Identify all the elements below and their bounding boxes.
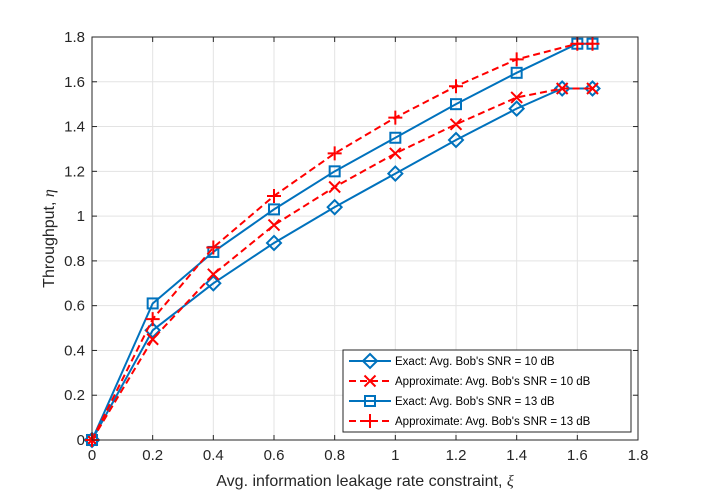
x-axis-symbol: ξ — [507, 473, 514, 490]
series-3-point — [389, 131, 402, 144]
series-2-point — [328, 180, 341, 194]
y-axis-label-text: Throughput, — [41, 197, 58, 288]
y-tick-label: 1.4 — [64, 119, 85, 136]
x-tick-label: 1.6 — [567, 447, 588, 464]
legend-entry-2: Approximate: Avg. Bob's SNR = 10 dB — [349, 374, 591, 388]
x-tick-label: 0.2 — [142, 447, 163, 464]
series-2-point — [389, 147, 402, 160]
series-1-point — [326, 198, 344, 216]
legend: Exact: Avg. Bob's SNR = 10 dB Approximate… — [342, 349, 632, 433]
series-3 — [86, 37, 599, 446]
series-2-point — [510, 91, 523, 104]
legend-label: Exact: Avg. Bob's SNR = 10 dB — [395, 356, 555, 368]
y-tick-label: 0.8 — [64, 253, 85, 270]
tick-labels: 0 0.2 0.4 0.6 0.8 1 1.2 1.4 1.6 1.8 0 0.2 0.4 0.6 0.8 1… — [64, 29, 648, 464]
series-2-line — [91, 87, 593, 441]
series-layer — [83, 36, 601, 449]
y-axis-label: Throughput, η — [41, 189, 58, 288]
series-1-point — [386, 165, 404, 182]
y-tick-label: 1.2 — [64, 163, 85, 180]
legend-marker — [363, 414, 377, 428]
series-4-point — [145, 312, 160, 327]
x-axis-label: Avg. information leakage rate constraint… — [216, 473, 514, 490]
series-4-point — [388, 110, 403, 125]
legend-marker — [361, 352, 379, 370]
series-2-point — [555, 82, 569, 95]
x-tick-label: 0.6 — [264, 447, 285, 464]
y-axis-symbol: η — [41, 189, 58, 197]
series-3-point — [268, 203, 280, 216]
legend-label: Approximate: Avg. Bob's SNR = 10 dB — [395, 376, 591, 388]
series-3-point — [510, 66, 523, 79]
y-tick-label: 1.8 — [64, 29, 85, 46]
series-1-point — [265, 234, 283, 252]
series-2-point — [267, 218, 281, 232]
series-1-point — [508, 100, 526, 118]
legend-marker — [363, 374, 377, 388]
y-tick-label: 1.6 — [64, 74, 85, 91]
series-4-point — [206, 240, 221, 255]
series-1-point — [447, 131, 465, 149]
x-tick-label: 1.2 — [446, 447, 467, 464]
x-tick-label: 1.4 — [506, 447, 527, 464]
legend-label: Approximate: Avg. Bob's SNR = 13 dB — [395, 416, 591, 428]
series-3-line — [91, 42, 593, 441]
x-tick-label: 1 — [391, 447, 399, 464]
x-tick-label: 1.8 — [628, 447, 649, 464]
series-4-point — [585, 36, 600, 51]
plot-frame — [91, 36, 639, 441]
legend-box — [342, 349, 632, 433]
series-1-point — [584, 80, 601, 97]
series-2-point — [207, 268, 220, 281]
series-2-point — [146, 333, 159, 346]
series-2 — [85, 82, 599, 447]
x-tick-label: 0.4 — [203, 447, 224, 464]
series-4-point — [509, 52, 524, 67]
y-tick-label: 0.6 — [64, 298, 85, 315]
legend-marker — [364, 395, 376, 407]
y-tick-label: 0.2 — [64, 387, 85, 404]
series-4-line — [91, 42, 593, 441]
y-tick-label: 1 — [77, 208, 85, 225]
ticks — [91, 36, 639, 441]
legend-entry-3: Exact: Avg. Bob's SNR = 13 dB — [349, 395, 555, 408]
x-tick-label: 0 — [88, 447, 96, 464]
x-axis-label-text: Avg. information leakage rate constraint… — [216, 473, 507, 490]
series-3-point — [146, 297, 159, 310]
x-tick-label: 0.8 — [324, 447, 345, 464]
series-1-point — [553, 80, 571, 97]
series-2-point — [449, 118, 463, 131]
series-2-point — [586, 82, 599, 95]
y-tick-label: 0.4 — [64, 342, 85, 359]
series-1-line — [91, 87, 593, 441]
series-1-point — [204, 274, 222, 292]
series-3-point — [328, 165, 341, 178]
legend-entry-4: Approximate: Avg. Bob's SNR = 13 dB — [349, 414, 591, 428]
series-4-point — [327, 146, 342, 161]
y-tick-label: 0 — [77, 432, 85, 449]
series-3-point — [450, 98, 462, 111]
series-4-point — [449, 79, 463, 94]
legend-entry-1: Exact: Avg. Bob's SNR = 10 dB — [349, 352, 555, 370]
series-4-point — [267, 188, 281, 203]
legend-label: Exact: Avg. Bob's SNR = 13 dB — [395, 396, 555, 408]
